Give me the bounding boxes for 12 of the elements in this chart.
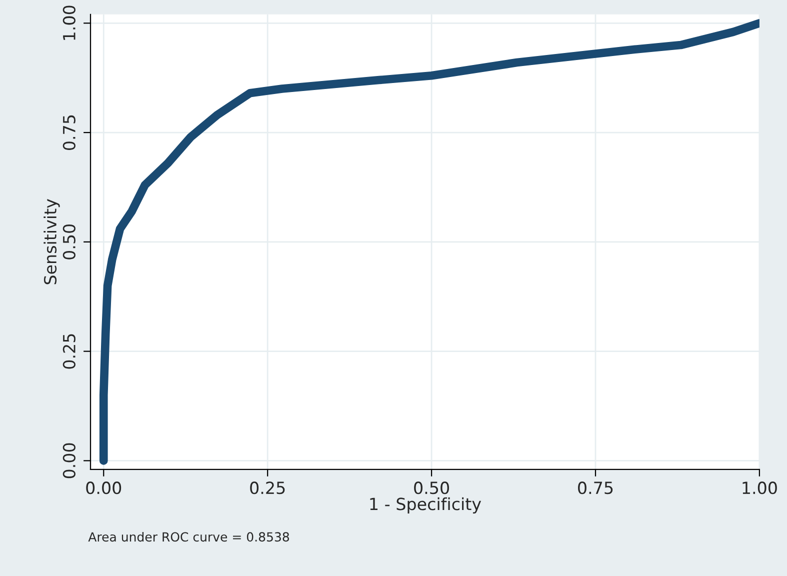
x-tick-label: 0.00: [86, 482, 122, 494]
x-tick-label: 0.50: [414, 482, 449, 494]
y-tick-label: 1.00: [62, 6, 76, 40]
x-axis-title: 1 - Specificity: [370, 497, 482, 514]
text: Area under ROC curve = 0.8538: [88, 532, 290, 542]
x-tick-label: 0.75: [578, 482, 613, 494]
x-tick-label: 1.00: [742, 482, 777, 494]
x-tick-label: 0.25: [250, 482, 285, 494]
y-tick-label: 0.25: [62, 334, 76, 369]
y-tick-label: 0.50: [62, 224, 76, 260]
y-axis-title: Sensitivity: [44, 199, 60, 284]
y-tick-label: 0.75: [62, 115, 76, 150]
